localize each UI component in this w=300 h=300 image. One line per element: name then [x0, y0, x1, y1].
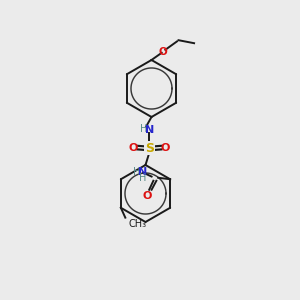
Text: O: O [161, 142, 170, 153]
Text: S: S [145, 142, 154, 155]
Text: H: H [140, 124, 148, 134]
Text: O: O [158, 46, 167, 57]
Text: O: O [143, 191, 152, 201]
Text: N: N [145, 124, 154, 135]
Text: H: H [139, 173, 146, 183]
Text: O: O [128, 142, 138, 153]
Text: CH₃: CH₃ [128, 219, 146, 229]
Text: H: H [134, 167, 141, 177]
Text: N: N [138, 167, 147, 177]
